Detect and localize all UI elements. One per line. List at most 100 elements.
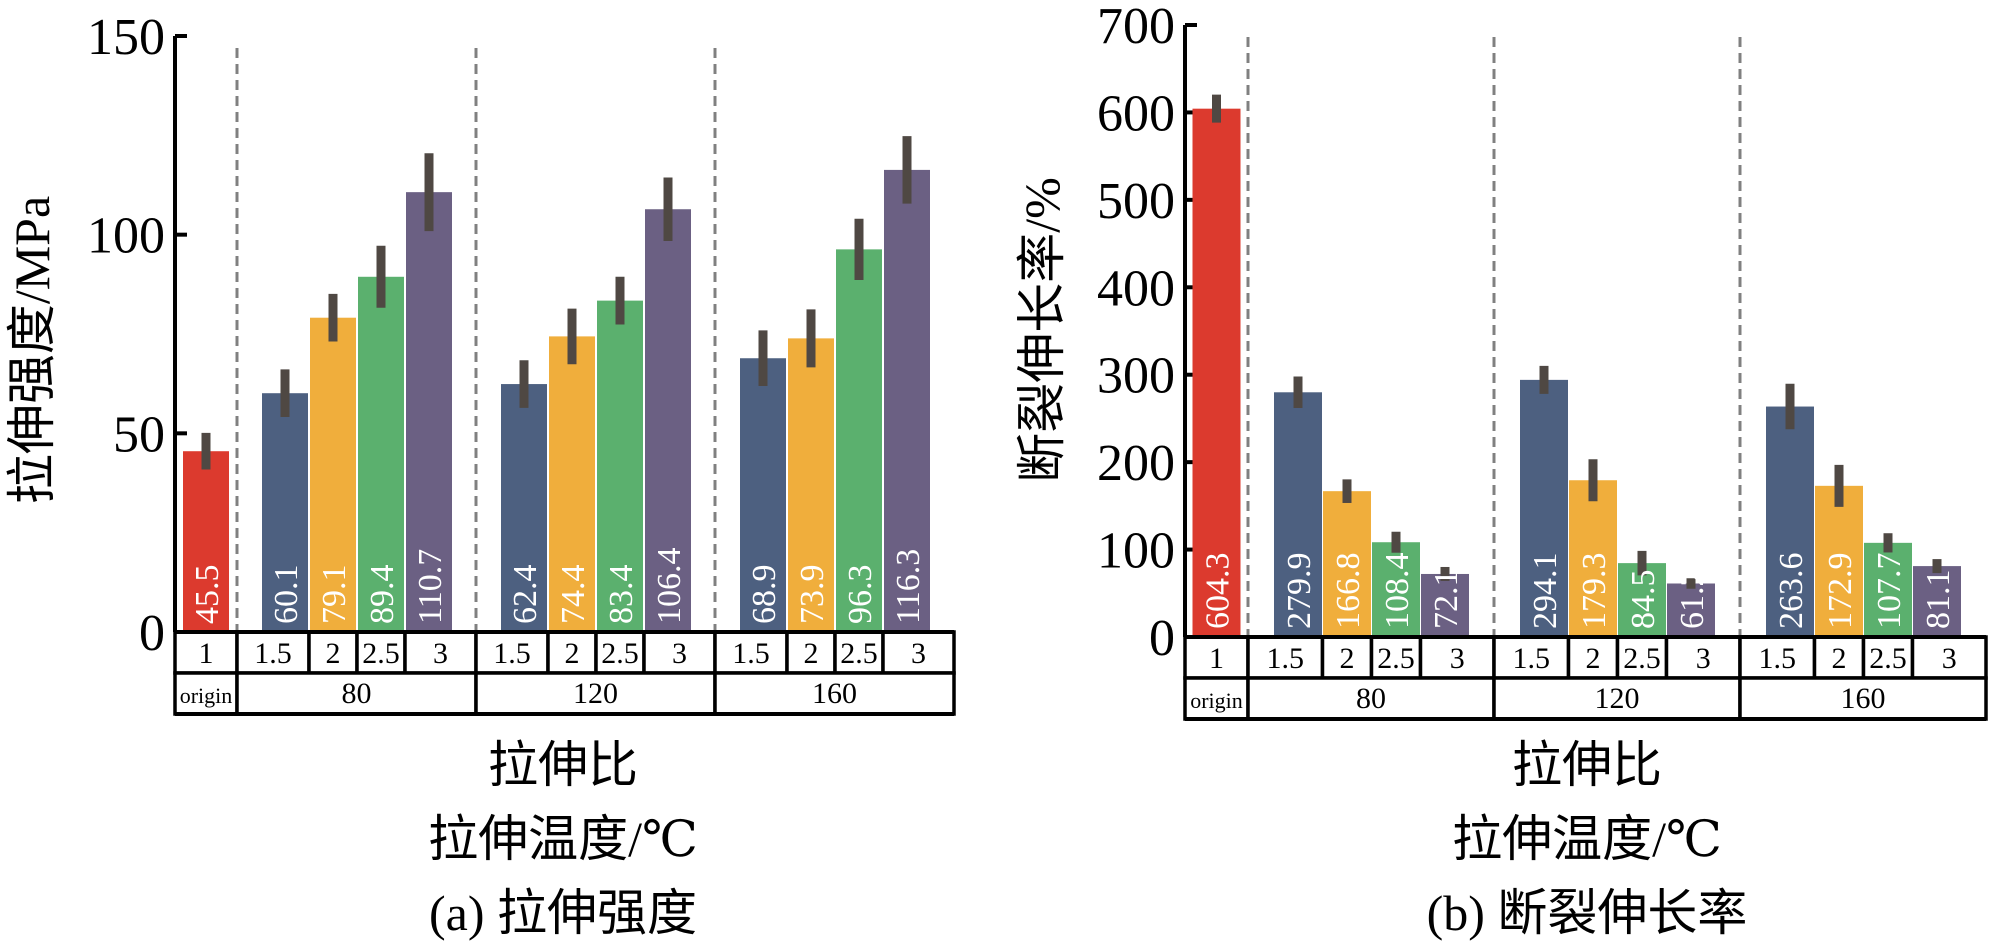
bar	[1569, 480, 1617, 637]
temperature-cell	[713, 671, 956, 716]
bar	[740, 358, 786, 632]
bar-value-label: 106.4	[651, 548, 688, 625]
ratio-label: 1.5	[732, 637, 770, 670]
bar	[836, 249, 882, 633]
bar	[1913, 566, 1961, 637]
temperature-cell	[173, 671, 239, 716]
bar-group-160: 68.9 73.9 96.3 116.3	[740, 136, 930, 633]
bar	[597, 300, 643, 632]
temperature-cell	[235, 671, 478, 716]
bar	[1323, 491, 1371, 637]
x-category-table: 1 origin 1.5 2 2.5 3 80 1.5 2 2.5 3 120 1.5 2 2.5 3 160	[173, 630, 956, 716]
temperature-label: 120	[1595, 682, 1640, 715]
ratio-cell	[1738, 635, 1817, 680]
bar-value-label: 179.3	[1576, 553, 1613, 630]
ratio-cell	[403, 630, 478, 675]
bar-group-120: 62.4 74.4 83.4 106.4	[501, 177, 691, 632]
bar	[501, 384, 547, 632]
bar-value-label: 279.9	[1281, 553, 1318, 630]
ratio-label: 3	[1450, 642, 1465, 675]
y-tick-label: 100	[87, 208, 165, 265]
bar-value-label: 83.4	[603, 565, 640, 625]
temperature-label: origin	[180, 683, 233, 708]
y-tick-label: 500	[1097, 173, 1175, 230]
bar-group-80: 60.1 79.1 89.4 110.7	[262, 153, 452, 633]
ratio-label: 2.5	[840, 637, 878, 670]
ratio-label: 3	[1696, 642, 1711, 675]
x-axis-title-temperature: 拉伸温度/℃	[1452, 811, 1722, 867]
bar	[884, 169, 930, 632]
ratio-label: 1.5	[1759, 642, 1797, 675]
bar-value-label: 79.1	[316, 565, 353, 625]
bar	[1815, 485, 1863, 637]
bar	[1766, 406, 1814, 637]
bar	[1421, 573, 1469, 637]
ratio-label: 1	[199, 637, 214, 670]
bar	[1520, 379, 1568, 637]
bar-value-label: 108.4	[1379, 553, 1416, 630]
bar-value-label: 72.1	[1428, 570, 1465, 630]
bar-value-label: 110.7	[412, 549, 449, 624]
ratio-label: 3	[433, 637, 448, 670]
bar	[1618, 563, 1666, 637]
bar-value-label: 294.1	[1527, 553, 1564, 630]
ratio-label: 1.5	[1513, 642, 1551, 675]
ratio-label: 2	[326, 637, 341, 670]
bar	[1667, 583, 1715, 637]
y-tick-label: 400	[1097, 260, 1175, 317]
x-axis-title-ratio: 拉伸比	[488, 737, 638, 793]
bar	[310, 317, 356, 632]
bar	[1274, 392, 1322, 637]
ratio-label: 2	[804, 637, 819, 670]
ratio-cell	[474, 630, 550, 675]
bar	[1192, 108, 1241, 638]
bar-value-label: 74.4	[555, 565, 592, 625]
bar	[183, 451, 229, 632]
bar-group-120: 294.1 179.3 84.5 61.2	[1520, 365, 1715, 637]
bar-group-origin: 45.5	[183, 432, 229, 632]
bar-value-label: 68.9	[746, 565, 783, 625]
ratio-label: 3	[672, 637, 687, 670]
y-tick-label: 200	[1097, 435, 1175, 492]
bar-value-label: 45.5	[189, 565, 226, 625]
y-axis-title: 断裂伸长率/%	[1014, 177, 1070, 483]
bar-value-label: 107.7	[1871, 553, 1908, 630]
x-category-table: 1 origin 1.5 2 2.5 3 80 1.5 2 2.5 3 120 1.5 2 2.5 3 160	[1183, 635, 1988, 721]
ratio-label: 3	[1942, 642, 1957, 675]
panel-a: 0 50 100 150 拉伸强度/MPa 45.5 60.1 79.1 89.4 110.7 62…	[4, 9, 956, 941]
panel-caption: (b) 断裂伸长率	[1427, 885, 1748, 941]
temperature-cell	[1183, 676, 1250, 721]
ratio-label: 3	[911, 637, 926, 670]
ratio-label: 2.5	[601, 637, 639, 670]
y-tick-label: 700	[1097, 0, 1175, 55]
bar-value-label: 116.3	[890, 549, 927, 624]
y-axis: 0 50 100 150	[87, 9, 187, 662]
y-axis-title: 拉伸强度/MPa	[4, 196, 60, 504]
ratio-cell	[1861, 635, 1915, 680]
ratio-cell	[1812, 635, 1866, 680]
bar	[358, 276, 404, 632]
bar-value-label: 263.6	[1773, 553, 1810, 630]
y-tick-label: 150	[87, 9, 165, 66]
bar-group-origin: 604.3	[1192, 94, 1241, 638]
temperature-label: origin	[1190, 688, 1243, 713]
y-tick-label: 600	[1097, 85, 1175, 142]
ratio-label: 2.5	[1869, 642, 1907, 675]
y-tick-label: 100	[1097, 523, 1175, 580]
bar-value-label: 96.3	[842, 565, 879, 625]
bar	[549, 336, 595, 632]
ratio-label: 1.5	[1267, 642, 1305, 675]
y-axis: 0 100 200 300 400 500 600 700	[1097, 0, 1197, 667]
ratio-label: 2.5	[362, 637, 400, 670]
ratio-label: 2.5	[1377, 642, 1415, 675]
bar-value-label: 84.5	[1625, 570, 1662, 630]
bar-value-label: 166.8	[1330, 553, 1367, 630]
ratio-label: 1	[1209, 642, 1224, 675]
temperature-label: 160	[1841, 682, 1886, 715]
bar-value-label: 604.3	[1200, 553, 1237, 630]
ratio-label: 2	[1832, 642, 1847, 675]
ratio-label: 2	[1586, 642, 1601, 675]
panel-b: 0 100 200 300 400 500 600 700 断裂伸长率/% 604.3 279.9 1…	[1014, 0, 1988, 941]
ratio-label: 2	[1340, 642, 1355, 675]
